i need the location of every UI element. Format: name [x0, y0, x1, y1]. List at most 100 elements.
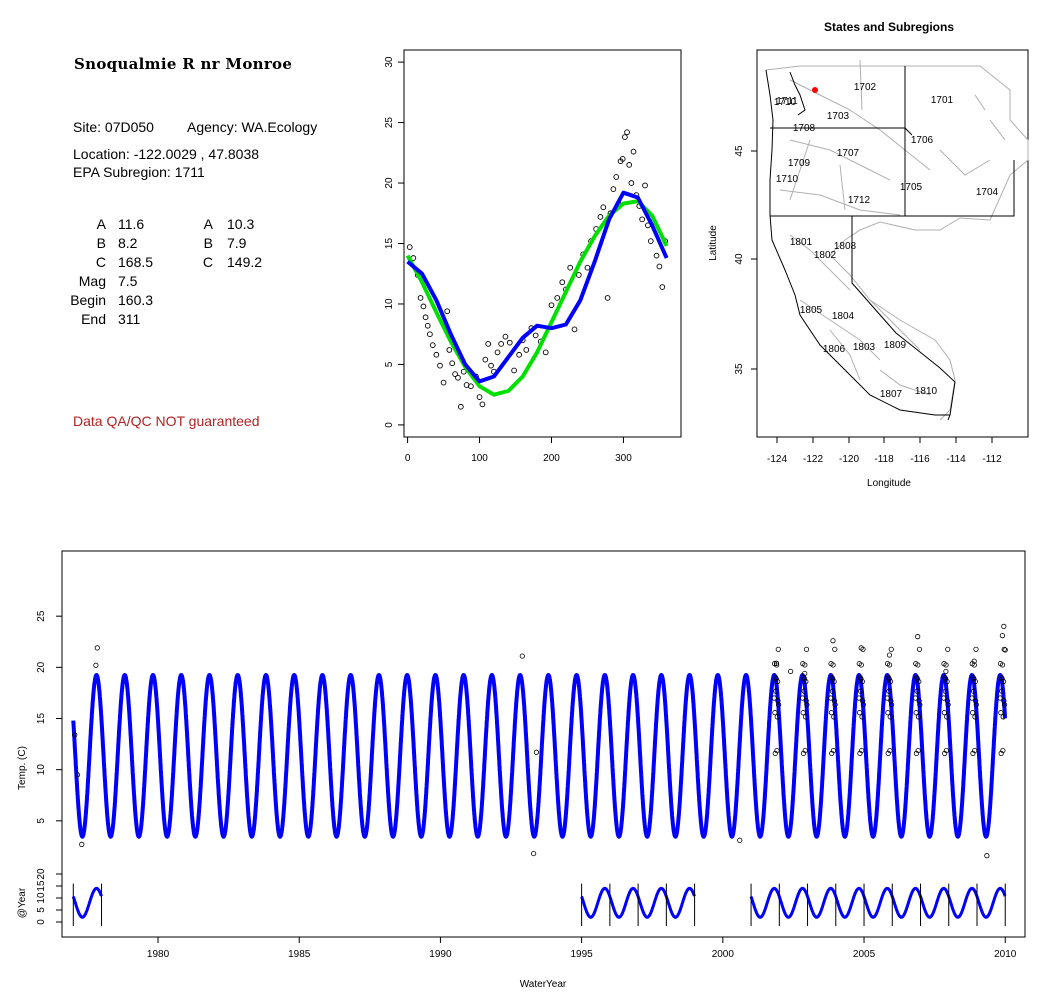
data-point	[773, 688, 779, 694]
data-point	[624, 129, 630, 136]
data-point	[772, 710, 778, 716]
x-tick-label: 1995	[570, 949, 593, 960]
data-point	[999, 676, 1005, 682]
region-label: 1808	[834, 241, 857, 252]
data-point	[973, 646, 979, 652]
data-point	[622, 134, 628, 140]
y-tick-label: 30	[384, 56, 395, 68]
data-point	[800, 710, 806, 716]
region-label: 1711	[776, 96, 798, 107]
data-point	[969, 710, 976, 716]
param-label: A	[203, 216, 213, 232]
site-marker	[812, 87, 818, 93]
data-point	[831, 698, 838, 704]
data-point	[859, 678, 865, 685]
data-point	[511, 367, 517, 374]
seasonal-scatter-chart: 0 100 200 300 0 5 10 15 20 25 30	[384, 49, 682, 464]
y-tick-label: 5	[36, 818, 47, 824]
plot-frame	[61, 550, 1026, 938]
data-point	[775, 646, 781, 652]
data-point	[460, 368, 467, 375]
data-point	[774, 714, 780, 720]
data-point	[915, 662, 921, 668]
data-point	[559, 279, 566, 286]
data-point	[488, 362, 494, 369]
data-point	[417, 295, 424, 301]
region-label: 1809	[884, 340, 907, 351]
data-point	[548, 302, 555, 309]
annual-fit-line	[71, 886, 103, 919]
y2-tick-label: 20	[36, 868, 47, 880]
data-point	[941, 695, 947, 701]
param-value: 7.9	[227, 235, 247, 251]
map-xlabel: Longitude	[867, 478, 911, 489]
data-point	[830, 676, 836, 682]
y-tick-label: 0	[384, 422, 395, 428]
data-point	[771, 695, 777, 701]
y-tick-label: 25	[36, 610, 47, 622]
data-point	[945, 702, 951, 708]
map-x-tick-label: -112	[982, 454, 1002, 465]
data-point	[506, 339, 513, 346]
data-point	[72, 732, 78, 738]
data-point	[446, 347, 453, 353]
map-x-tick-label: -114	[946, 454, 966, 465]
data-point	[455, 374, 461, 381]
x-tick-label: 300	[615, 453, 632, 464]
data-point	[917, 702, 923, 708]
location-line: Location: -122.0029 , 47.8038	[73, 146, 260, 162]
data-point	[659, 284, 666, 290]
data-point	[972, 678, 978, 685]
y-tick-label: 20	[384, 177, 395, 189]
data-point	[803, 646, 810, 652]
site-title: Snoqualmie R nr Monroe	[74, 55, 293, 73]
data-point	[575, 272, 582, 278]
data-point	[502, 333, 509, 340]
data-point	[858, 688, 864, 694]
data-point	[613, 174, 620, 180]
x-tick-label: 1980	[147, 949, 170, 960]
y2-tick-label: 15	[36, 880, 47, 892]
data-point	[597, 214, 604, 220]
data-point	[942, 688, 948, 694]
region-label: 1803	[853, 342, 876, 353]
subregion-map: States and Subregions 170217011711171017…	[708, 20, 1029, 489]
data-point	[857, 710, 863, 716]
data-point	[775, 698, 781, 704]
data-point	[803, 678, 809, 685]
site-info-panel: Snoqualmie R nr Monroe Site: 07D050 Agen…	[0, 0, 380, 460]
data-point	[440, 379, 447, 386]
data-point	[653, 252, 660, 259]
x-tick-label: 0	[405, 453, 411, 464]
region-label: 1703	[827, 111, 850, 122]
data-point	[943, 662, 949, 668]
annual-ylabel: @Year	[17, 887, 28, 918]
data-point	[494, 349, 501, 356]
x-tick-label: 2000	[712, 949, 735, 960]
data-point	[1000, 678, 1007, 685]
data-point	[422, 314, 429, 321]
region-label: 1712	[848, 195, 871, 206]
qa-disclaimer: Data QA/QC NOT guaranteed	[73, 413, 260, 429]
data-point	[630, 148, 637, 155]
data-point	[887, 678, 894, 685]
data-point	[773, 676, 779, 682]
data-point	[887, 747, 893, 754]
region-label: 1702	[854, 82, 877, 93]
region-label: 1805	[800, 305, 823, 316]
data-point	[885, 710, 891, 716]
data-point	[984, 853, 990, 859]
data-point	[519, 653, 525, 659]
data-point	[424, 322, 431, 329]
map-outlines	[765, 59, 1029, 421]
region-label: 1708	[793, 123, 816, 134]
data-point	[802, 747, 808, 754]
data-point	[858, 662, 864, 668]
data-point	[772, 750, 778, 756]
map-x-tick-label: -116	[910, 454, 930, 465]
x-tick-label: 1985	[288, 949, 311, 960]
param-label: Mag	[78, 273, 106, 289]
region-label: 1801	[790, 237, 813, 248]
data-point	[523, 347, 530, 353]
data-point	[452, 371, 458, 377]
